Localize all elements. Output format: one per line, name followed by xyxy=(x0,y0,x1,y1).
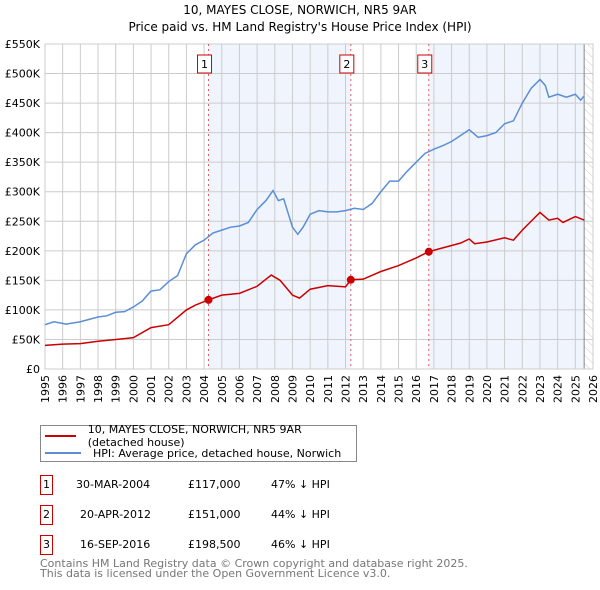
x-tick-label: 2001 xyxy=(145,375,158,403)
x-tick-label: 2014 xyxy=(375,375,388,403)
sale-date: 16-SEP-2016 xyxy=(80,538,151,551)
x-tick-label: 2011 xyxy=(322,375,335,403)
sale-row: 3 16-SEP-2016 £198,500 46% ↓ HPI xyxy=(40,535,440,555)
red-line-swatch xyxy=(45,435,76,437)
sale-point xyxy=(424,247,433,256)
x-tick-label: 2009 xyxy=(286,375,299,403)
footer: Contains HM Land Registry data © Crown c… xyxy=(40,557,468,580)
x-tick-label: 1996 xyxy=(57,375,70,403)
x-tick-label: 1998 xyxy=(92,375,105,403)
legend-item-property: 10, MAYES CLOSE, NORWICH, NR5 9AR (detac… xyxy=(41,423,356,449)
sale-label: 1 xyxy=(201,58,208,71)
y-tick-label: £550K xyxy=(5,38,41,51)
x-tick-label: 1999 xyxy=(110,375,123,403)
sale-hpi-diff: 47% ↓ HPI xyxy=(271,478,330,491)
sale-price: £151,000 xyxy=(188,508,241,521)
y-tick-label: £400K xyxy=(5,127,41,140)
x-tick-label: 2005 xyxy=(216,375,229,403)
y-tick-label: £250K xyxy=(5,215,41,228)
price-chart: 10, MAYES CLOSE, NORWICH, NR5 9AR Price … xyxy=(5,3,600,403)
y-tick-label: £150K xyxy=(5,274,41,287)
sale-price: £117,000 xyxy=(188,478,241,491)
legend: 10, MAYES CLOSE, NORWICH, NR5 9AR (detac… xyxy=(40,423,357,462)
x-tick-label: 2006 xyxy=(233,375,246,403)
y-tick-label: £450K xyxy=(5,97,41,110)
y-tick-label: £350K xyxy=(5,156,41,169)
y-tick-label: £100K xyxy=(5,304,41,317)
sale-number: 2 xyxy=(40,505,53,525)
x-tick-label: 2007 xyxy=(251,375,264,403)
sale-point xyxy=(204,295,213,304)
sale-price: £198,500 xyxy=(188,538,241,551)
x-tick-label: 1997 xyxy=(74,375,87,403)
sale-hpi-diff: 44% ↓ HPI xyxy=(271,508,330,521)
price-paid-line xyxy=(44,211,585,347)
x-tick-label: 2015 xyxy=(393,375,406,403)
y-tick-label: £300K xyxy=(5,186,41,199)
sale-label: 2 xyxy=(343,58,350,71)
legend-item-hpi: HPI: Average price, detached house, Norw… xyxy=(41,445,341,461)
x-tick-label: 2023 xyxy=(534,375,547,403)
plot-frame xyxy=(44,43,594,370)
sale-number: 3 xyxy=(40,535,53,555)
x-tick-label: 2021 xyxy=(499,375,512,403)
x-tick-label: 2008 xyxy=(269,375,282,403)
sale-date: 20-APR-2012 xyxy=(80,508,152,521)
hpi-line xyxy=(44,78,585,326)
blue-line-swatch xyxy=(45,452,81,454)
y-tick-label: £500K xyxy=(5,68,41,81)
y-tick-label: £50K xyxy=(12,333,41,346)
legend-label: HPI: Average price, detached house, Norw… xyxy=(93,446,342,460)
x-tick-label: 2003 xyxy=(180,375,193,403)
y-tick-label: £200K xyxy=(5,245,41,258)
sale-label: 3 xyxy=(421,58,428,71)
sale-date: 30-MAR-2004 xyxy=(76,478,151,491)
shaded-region xyxy=(428,44,585,369)
x-tick-label: 2019 xyxy=(463,375,476,403)
shaded-region xyxy=(208,44,351,369)
sale-label-box xyxy=(197,54,213,74)
sale-hpi-diff: 46% ↓ HPI xyxy=(271,538,330,551)
x-tick-label: 2010 xyxy=(304,375,317,403)
sale-row: 2 20-APR-2012 £151,000 44% ↓ HPI xyxy=(40,505,440,525)
x-tick-label: 2018 xyxy=(446,375,459,403)
chart-subtitle: Price paid vs. HM Land Registry's House … xyxy=(128,20,471,34)
sale-row: 1 30-MAR-2004 £117,000 47% ↓ HPI xyxy=(40,475,440,495)
x-tick-label: 2013 xyxy=(357,375,370,403)
x-tick-label: 2020 xyxy=(481,375,494,403)
x-tick-label: 2017 xyxy=(428,375,441,403)
x-tick-label: 2000 xyxy=(127,375,140,403)
chart-title: 10, MAYES CLOSE, NORWICH, NR5 9AR xyxy=(183,3,416,17)
x-tick-label: 1995 xyxy=(39,375,52,403)
x-tick-label: 2025 xyxy=(569,375,582,403)
sale-number: 1 xyxy=(40,475,53,495)
x-tick-label: 2002 xyxy=(163,375,176,403)
x-tick-label: 2022 xyxy=(516,375,529,403)
x-tick-label: 2026 xyxy=(587,375,600,403)
sale-label-box xyxy=(339,54,355,74)
x-tick-label: 2004 xyxy=(198,375,211,403)
footer-licence: This data is licensed under the Open Gov… xyxy=(40,567,391,580)
footer-copyright: Contains HM Land Registry data © Crown c… xyxy=(40,557,468,570)
forecast-hatch xyxy=(584,44,593,369)
y-tick-label: £0 xyxy=(26,363,40,376)
sale-point xyxy=(346,275,355,284)
x-tick-label: 2012 xyxy=(340,375,353,403)
x-tick-label: 2016 xyxy=(410,375,423,403)
x-tick-label: 2024 xyxy=(552,375,565,403)
legend-label: 10, MAYES CLOSE, NORWICH, NR5 9AR (detac… xyxy=(87,423,302,449)
sale-label-box xyxy=(417,54,433,74)
